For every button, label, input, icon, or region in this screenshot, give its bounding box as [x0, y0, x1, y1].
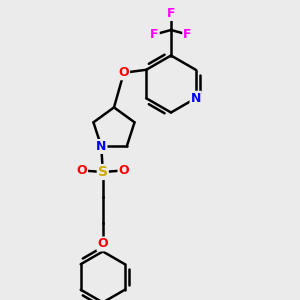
Text: O: O: [118, 164, 129, 177]
Text: S: S: [98, 165, 108, 179]
Text: F: F: [150, 28, 159, 41]
Text: O: O: [98, 238, 108, 250]
Text: O: O: [118, 66, 129, 79]
Text: F: F: [183, 28, 192, 41]
Text: O: O: [76, 164, 87, 177]
Text: F: F: [167, 7, 175, 20]
Text: N: N: [96, 140, 106, 153]
Text: N: N: [190, 92, 201, 105]
